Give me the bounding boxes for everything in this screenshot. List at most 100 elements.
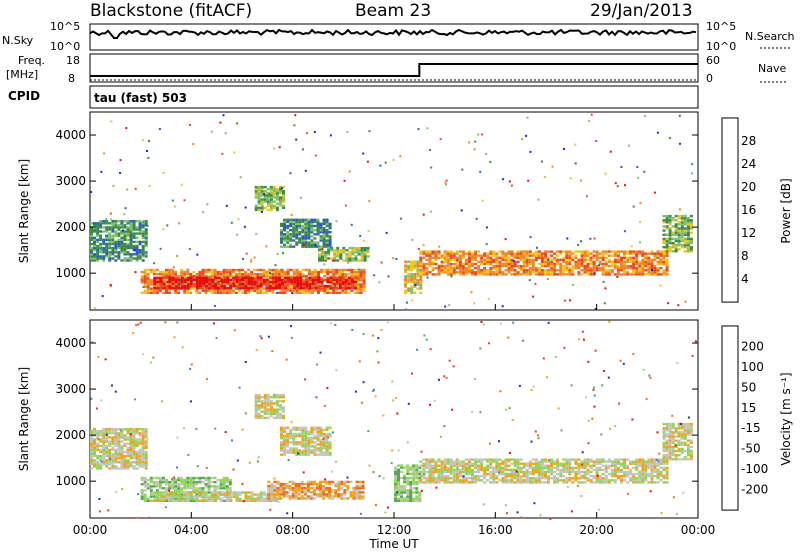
echo-cell: [394, 500, 397, 502]
echo-cell: [310, 449, 313, 451]
echo-cell: [657, 250, 660, 252]
echo-cell: [447, 475, 450, 477]
echo-cell: [477, 475, 480, 477]
echo-cell: [563, 148, 565, 150]
echo-cell: [358, 259, 361, 261]
echo-cell: [105, 228, 108, 230]
nsky-panel-frame: [90, 24, 698, 50]
echo-cell: [308, 271, 311, 273]
echo-cell: [587, 259, 590, 261]
echo-cell: [517, 255, 520, 257]
echo-cell: [624, 230, 626, 232]
echo-cell: [282, 400, 285, 402]
echo-cell: [276, 411, 279, 413]
echo-cell: [220, 290, 223, 292]
echo-cell: [359, 235, 361, 237]
echo-cell: [474, 271, 477, 273]
echo-cell: [614, 479, 617, 481]
echo-cell: [438, 265, 441, 267]
echo-cell: [681, 232, 684, 234]
echo-cell: [444, 250, 447, 252]
echo-cell: [223, 479, 226, 481]
echo-cell: [346, 481, 349, 483]
echo-cell: [435, 460, 438, 462]
echo-cell: [329, 433, 332, 435]
echo-cell: [511, 250, 514, 252]
echo-cell: [593, 465, 596, 467]
echo-cell: [468, 481, 471, 483]
echo-cell: [314, 271, 317, 273]
echo-cell: [120, 465, 123, 467]
echo-cell: [293, 279, 296, 281]
echo-cell: [556, 273, 559, 275]
echo-cell: [130, 243, 133, 245]
echo-cell: [130, 465, 133, 467]
echo-cell: [270, 402, 273, 404]
echo-cell: [602, 271, 605, 273]
echo-cell: [144, 277, 147, 279]
echo-cell: [318, 249, 321, 251]
echo-cell: [117, 228, 120, 230]
echo-cell: [418, 128, 420, 130]
echo-cell: [254, 287, 257, 289]
echo-cell: [258, 408, 261, 410]
echo-cell: [325, 489, 328, 491]
echo-cell: [629, 273, 632, 275]
echo-cell: [323, 263, 325, 265]
echo-cell: [505, 273, 508, 275]
echo-cell: [283, 437, 286, 439]
echo-cell: [341, 271, 344, 273]
echo-cell: [258, 417, 261, 419]
echo-cell: [283, 244, 286, 246]
echo-cell: [544, 473, 547, 475]
echo-cell: [130, 461, 133, 463]
echo-cell: [169, 491, 172, 493]
echo-cell: [400, 498, 403, 500]
echo-cell: [581, 273, 584, 275]
echo-cell: [137, 256, 139, 258]
echo-cell: [489, 465, 492, 467]
echo-cell: [270, 186, 273, 188]
echo-region: [255, 186, 285, 211]
echo-cell: [605, 475, 608, 477]
echo-cell: [127, 251, 130, 253]
echo-cell: [217, 479, 220, 481]
echo-cell: [292, 227, 295, 229]
echo-cell: [295, 435, 298, 437]
echo-cell: [153, 287, 156, 289]
echo-cell: [262, 287, 265, 289]
echo-cell: [425, 479, 428, 481]
echo-cell: [611, 469, 614, 471]
echo-cell: [150, 485, 153, 487]
echo-cell: [495, 465, 498, 467]
echo-cell: [211, 485, 214, 487]
echo-cell: [130, 235, 133, 237]
echo-cell: [556, 250, 559, 252]
echo-cell: [232, 269, 235, 271]
echo-cell: [432, 479, 435, 481]
echo-cell: [425, 269, 428, 271]
echo-cell: [535, 479, 538, 481]
echo-cell: [687, 232, 690, 234]
echo-cell: [477, 269, 480, 271]
echo-cell: [574, 263, 577, 265]
echo-cell: [435, 471, 438, 473]
echo-cell: [465, 259, 468, 261]
echo-cell: [145, 440, 148, 442]
echo-cell: [604, 287, 606, 289]
echo-cell: [400, 218, 402, 220]
echo-cell: [211, 292, 214, 294]
echo-cell: [245, 207, 247, 209]
echo-cell: [273, 487, 276, 489]
echo-cell: [315, 244, 317, 246]
echo-cell: [385, 162, 387, 164]
echo-cell: [153, 281, 156, 283]
echo-cell: [556, 269, 559, 271]
echo-cell: [123, 220, 126, 222]
echo-cell: [577, 263, 580, 265]
echo-cell: [96, 434, 99, 436]
echo-cell: [320, 449, 323, 451]
echo-cell: [235, 287, 238, 289]
echo-cell: [108, 443, 111, 445]
echo-cell: [657, 271, 660, 273]
